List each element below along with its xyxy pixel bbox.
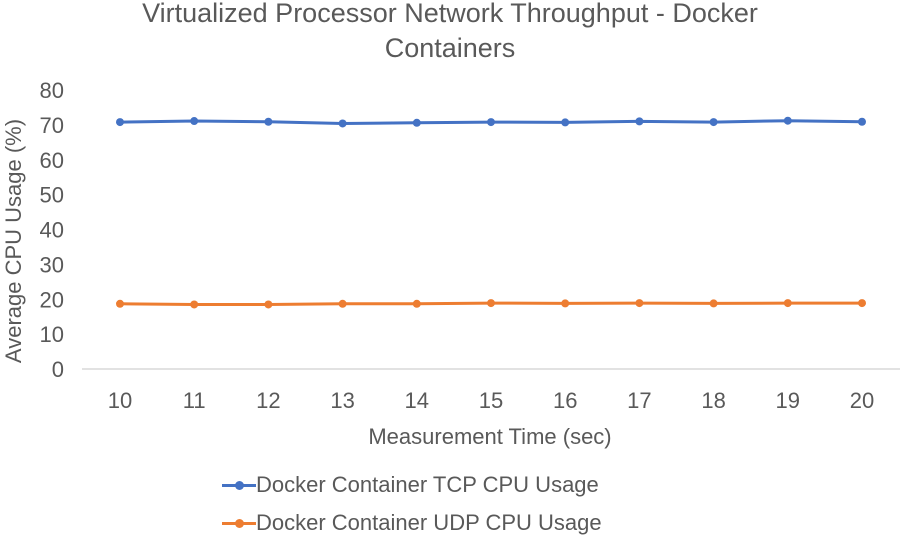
- x-tick-label: 15: [479, 388, 503, 413]
- chart-title-line-1: Virtualized Processor Network Throughput…: [142, 0, 758, 28]
- data-point: [338, 119, 347, 128]
- data-point: [116, 299, 124, 308]
- series-layer: [116, 116, 866, 309]
- legend-item-udp: Docker Container UDP CPU Usage: [222, 510, 602, 536]
- y-tick-label: 50: [40, 183, 64, 208]
- x-tick-label: 20: [850, 388, 874, 413]
- y-tick-label: 70: [40, 113, 64, 138]
- x-tick-labels: 10 11 12 13 14 15 16 17 18 19 20: [108, 388, 874, 413]
- data-point: [190, 300, 199, 309]
- legend-swatch-udp: [222, 518, 256, 528]
- x-tick-label: 16: [553, 388, 577, 413]
- data-point: [635, 117, 644, 126]
- data-point: [412, 299, 421, 308]
- series-0: [116, 116, 866, 128]
- x-tick-label: 10: [108, 388, 132, 413]
- x-tick-label: 19: [776, 388, 800, 413]
- data-point: [858, 299, 866, 308]
- data-point: [858, 117, 866, 126]
- data-point: [116, 118, 124, 127]
- data-point: [635, 299, 644, 308]
- x-tick-label: 17: [627, 388, 651, 413]
- data-point: [783, 299, 792, 308]
- y-tick-labels: 0 10 20 30 40 50 60 70 80: [40, 78, 64, 382]
- data-point: [338, 299, 347, 308]
- legend-swatch-tcp: [222, 480, 256, 490]
- data-point: [709, 299, 718, 308]
- legend-label-udp: Docker Container UDP CPU Usage: [256, 510, 602, 535]
- y-axis-label: Average CPU Usage (%): [1, 119, 26, 363]
- data-point: [412, 118, 421, 127]
- y-tick-label: 40: [40, 218, 64, 243]
- legend-label-tcp: Docker Container TCP CPU Usage: [256, 472, 599, 497]
- x-tick-label: 18: [701, 388, 725, 413]
- data-point: [709, 118, 718, 127]
- series-1: [116, 299, 866, 309]
- data-point: [487, 118, 495, 127]
- x-tick-label: 12: [256, 388, 280, 413]
- y-tick-label: 60: [40, 148, 64, 173]
- x-axis-label: Measurement Time (sec): [368, 424, 611, 449]
- data-point: [264, 300, 273, 309]
- data-point: [783, 116, 792, 125]
- y-tick-label: 30: [40, 252, 64, 277]
- chart-title-line-2: Containers: [384, 33, 516, 63]
- x-tick-label: 11: [183, 388, 206, 413]
- x-tick-label: 13: [330, 388, 354, 413]
- data-point: [561, 299, 570, 308]
- x-tick-label: 14: [405, 388, 429, 413]
- y-tick-label: 10: [40, 322, 64, 347]
- data-point: [487, 299, 495, 308]
- legend-item-tcp: Docker Container TCP CPU Usage: [222, 472, 599, 498]
- data-point: [190, 117, 199, 126]
- y-tick-label: 20: [40, 287, 64, 312]
- data-point: [561, 118, 570, 127]
- y-tick-label: 0: [52, 357, 64, 382]
- y-tick-label: 80: [40, 78, 64, 103]
- data-point: [264, 117, 273, 126]
